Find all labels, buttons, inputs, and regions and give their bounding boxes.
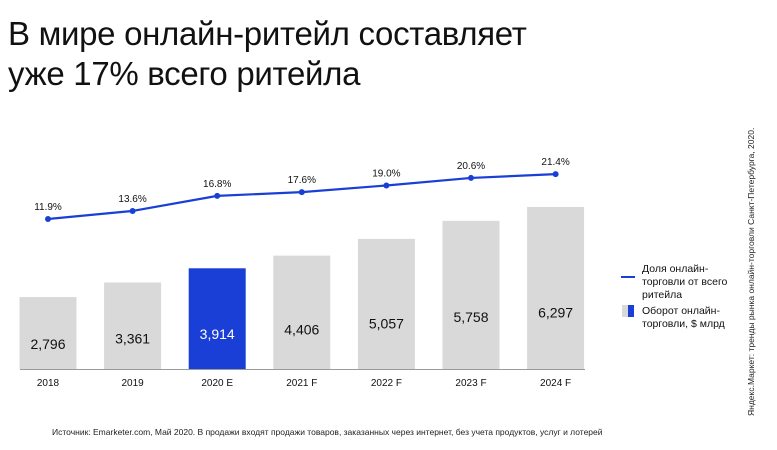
page-title: В мире онлайн-ритейл составляет уже 17% … (8, 15, 527, 92)
bar-2018 (19, 297, 77, 369)
share-point (45, 216, 51, 222)
bar-value-label: 2,796 (30, 336, 65, 352)
share-point (468, 174, 474, 181)
share-value-label: 17.6% (288, 175, 316, 186)
share-point (129, 207, 136, 214)
bar-value-label: 3,914 (200, 326, 235, 342)
share-point (552, 171, 559, 178)
legend-bar-label: Оборот онлайн-торговли, $ млрд (642, 305, 725, 330)
bar-value-label: 5,758 (453, 309, 488, 325)
legend-bar-marker (622, 305, 634, 317)
x-tick-label: 2021 F (286, 378, 317, 389)
source-note: Источник: Emarketer.com, Май 2020. В про… (52, 427, 603, 437)
bar-value-label: 5,057 (369, 315, 404, 331)
share-point (214, 192, 221, 199)
x-tick-label: 2019 (121, 378, 144, 389)
legend-line-marker (621, 276, 635, 278)
side-note: Яндекс.Маркет: тренды рынка онлайн-торго… (746, 127, 756, 416)
share-value-label: 19.0% (372, 168, 400, 179)
share-point (383, 182, 390, 189)
bar-2023-F (442, 220, 500, 369)
share-value-label: 21.4% (541, 157, 569, 168)
x-tick-label: 2024 F (540, 378, 571, 389)
x-tick-label: 2018 (37, 378, 60, 389)
legend-line-label: Доля онлайн-торговли от всего ритейла (642, 263, 728, 301)
share-value-label: 20.6% (457, 161, 485, 172)
bar-2022-F (357, 238, 415, 369)
bar-value-label: 3,361 (115, 331, 150, 347)
bar-2024-F (527, 206, 585, 369)
x-tick-label: 2022 F (371, 378, 402, 389)
bar-2021-F (273, 255, 331, 369)
bar-2019 (104, 282, 162, 369)
x-tick-label: 2023 F (455, 378, 486, 389)
bar-value-label: 4,406 (284, 321, 319, 337)
x-tick-label: 2020 E (201, 378, 233, 389)
share-point (298, 189, 305, 196)
share-value-label: 16.8% (203, 179, 231, 190)
share-value-label: 13.6% (118, 194, 146, 205)
bar-2020-E (188, 268, 246, 369)
bar-value-label: 6,297 (538, 304, 573, 320)
share-value-label: 11.9% (34, 202, 62, 213)
